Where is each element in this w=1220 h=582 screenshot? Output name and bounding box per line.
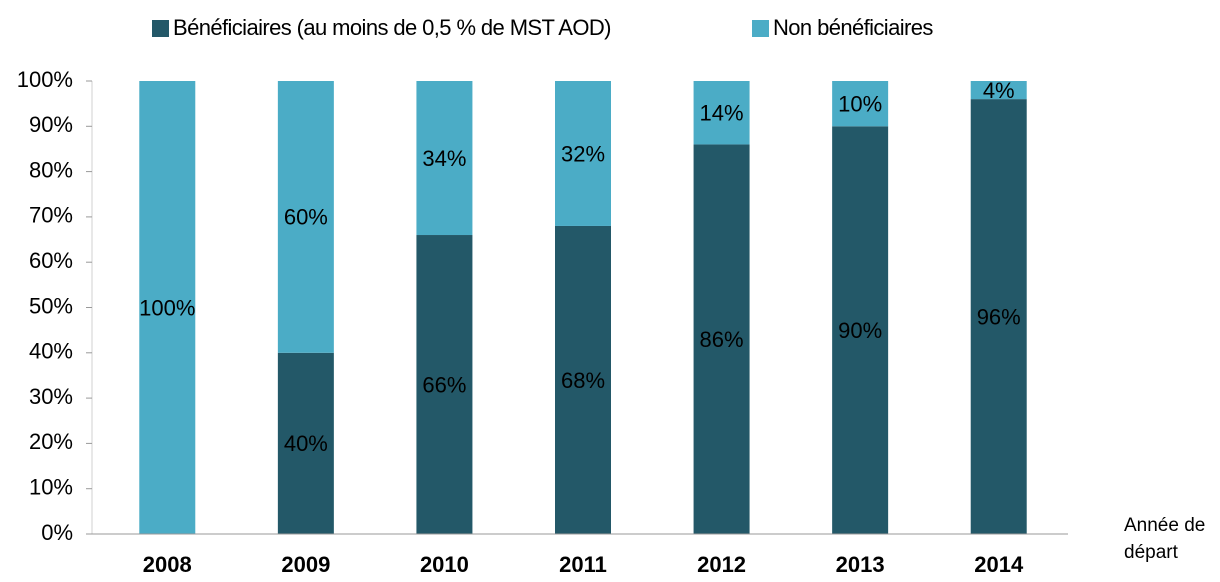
legend-label: Bénéficiaires (au moins de 0,5 % de MST … <box>173 15 611 40</box>
legend-swatch <box>152 20 169 37</box>
y-tick-label: 100% <box>17 67 73 92</box>
data-label: 32% <box>561 141 605 166</box>
data-label: 86% <box>700 327 744 352</box>
data-label: 68% <box>561 368 605 393</box>
data-label: 66% <box>422 372 466 397</box>
bar-segment <box>832 126 889 535</box>
data-label: 100% <box>139 295 195 320</box>
bar-segment <box>693 144 750 535</box>
bar-segment <box>970 99 1027 535</box>
data-label: 10% <box>838 91 882 116</box>
bar-segment <box>139 81 196 534</box>
data-label: 96% <box>977 304 1021 329</box>
y-tick-label: 80% <box>29 157 73 182</box>
bar-segment <box>416 235 473 534</box>
bar-segment <box>555 81 611 226</box>
bar-segment <box>277 352 334 534</box>
bar-segment <box>832 81 889 127</box>
bar-segment <box>693 81 750 145</box>
x-tick-label: 2013 <box>836 552 885 577</box>
data-label: 14% <box>700 101 744 126</box>
bar-segment <box>277 81 334 353</box>
data-label: 60% <box>284 205 328 230</box>
y-tick-label: 20% <box>29 429 73 454</box>
x-tick-label: 2010 <box>420 552 469 577</box>
y-tick-label: 60% <box>29 248 73 273</box>
y-tick-label: 0% <box>41 520 73 545</box>
y-tick-label: 40% <box>29 339 73 364</box>
y-tick-label: 90% <box>29 112 73 137</box>
data-label: 34% <box>422 146 466 171</box>
legend-swatch <box>752 20 769 37</box>
data-label: 40% <box>284 431 328 456</box>
bar-segment <box>416 81 473 236</box>
data-label: 4% <box>983 78 1015 103</box>
legend-label: Non bénéficiaires <box>773 15 933 40</box>
y-tick-label: 10% <box>29 475 73 500</box>
data-label: 90% <box>838 318 882 343</box>
x-tick-label: 2008 <box>143 552 192 577</box>
y-tick-label: 50% <box>29 293 73 318</box>
x-axis-label: Année de départ <box>1124 515 1206 563</box>
x-tick-label: 2014 <box>974 552 1024 577</box>
y-tick-label: 70% <box>29 203 73 228</box>
x-tick-label: 2009 <box>281 552 330 577</box>
x-tick-label: 2011 <box>559 552 607 577</box>
x-tick-label: 2012 <box>697 552 746 577</box>
y-tick-label: 30% <box>29 384 73 409</box>
bar-segment <box>555 225 611 534</box>
bar-segment <box>970 81 1027 100</box>
